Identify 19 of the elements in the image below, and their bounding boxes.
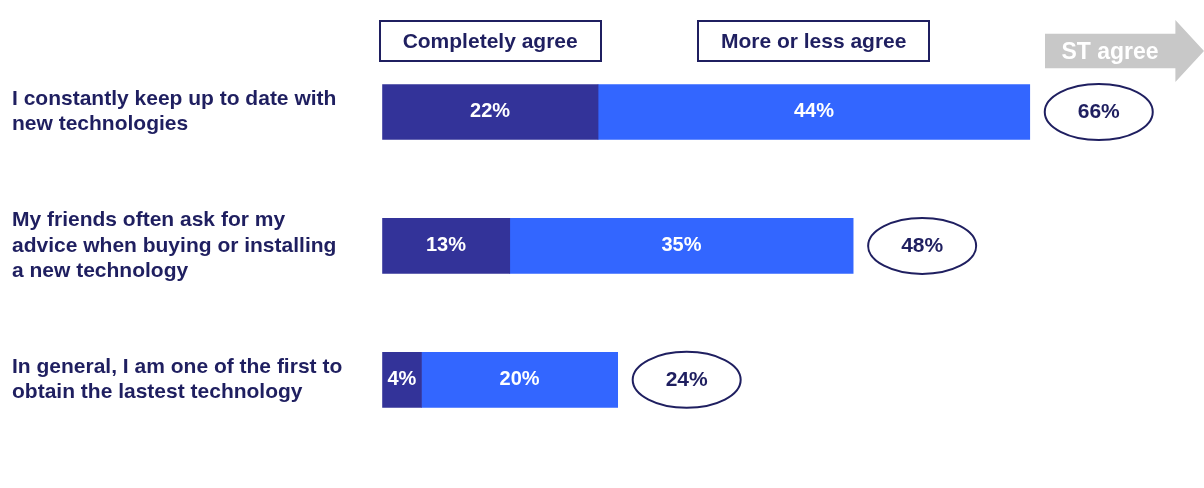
y-tick-label: My friends often ask for my advice when buying or installing a new technology [12,207,337,281]
data-label: 35% [661,233,702,256]
total-label: 24% [665,366,709,390]
data-label: 44% [793,99,835,122]
data-label: 13% [425,233,467,256]
bar [597,84,1031,140]
series-label: Completely agree [378,20,602,62]
bar [382,84,599,140]
bar [509,218,854,274]
data-label: 4% [387,367,417,390]
data-label: 20% [499,367,540,390]
total-label: 48% [901,232,944,256]
y-tick-label: I constantly keep up to date with new technologies [12,86,337,135]
y-tick-label: In general, I am one of the first to obtain the lastest technology [12,354,343,403]
series-label: More or less agree [696,20,931,62]
data-label: 22% [470,99,511,122]
bar [382,218,511,274]
bar [421,352,619,408]
total-label: 66% [1077,98,1121,122]
